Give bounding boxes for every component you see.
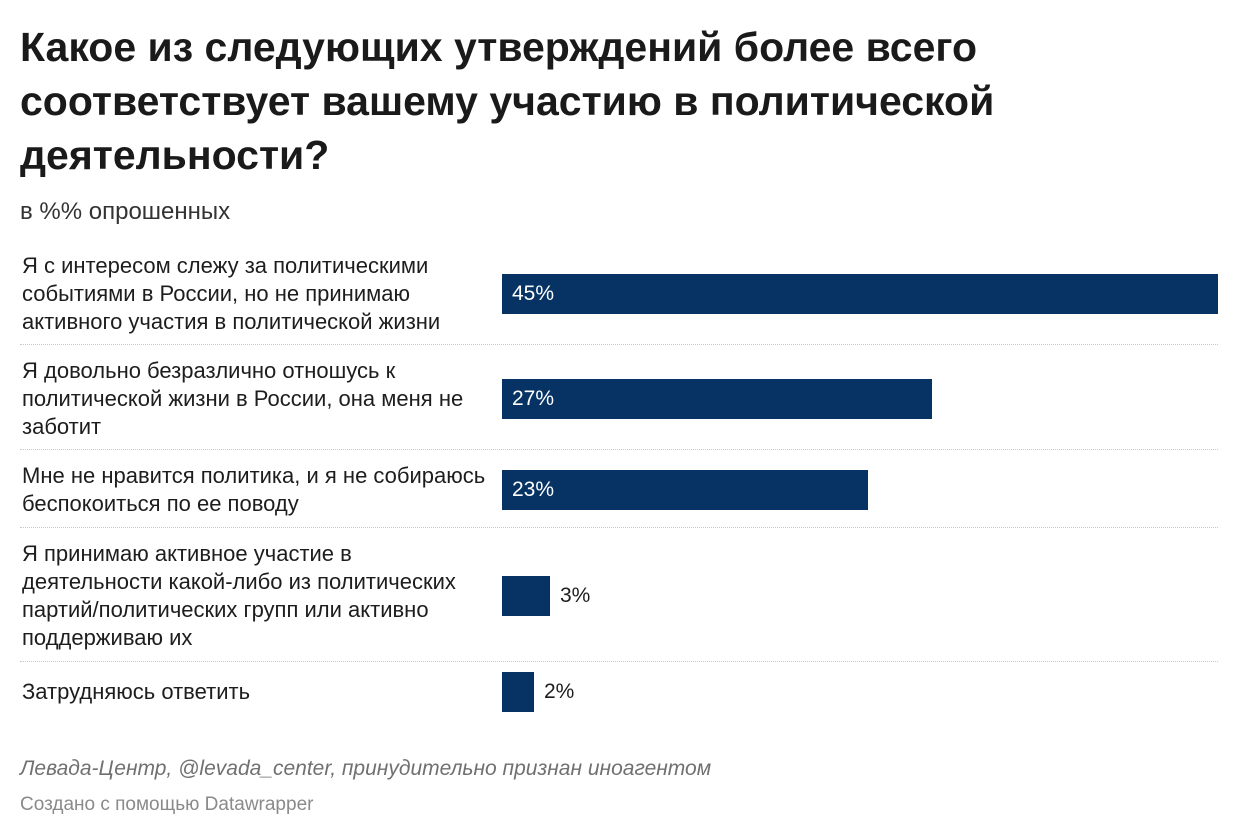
row-divider: [20, 661, 1218, 662]
chart-row: Я довольно безразлично отношусь к полити…: [20, 345, 1218, 450]
category-label: Я довольно безразлично отношусь к полити…: [22, 358, 464, 439]
bar: [502, 470, 868, 510]
value-label: 3%: [560, 584, 591, 607]
bar: [502, 576, 550, 616]
row-divider: [20, 449, 1218, 450]
category-label: Мне не нравится политика, и я не собираю…: [22, 463, 486, 516]
bar: [502, 274, 1218, 314]
chart-row: Затрудняюсь ответить 2%: [20, 662, 1218, 720]
bar-chart: Я с интересом слежу за политическими соб…: [20, 240, 1218, 720]
category-label: Я принимаю активное участие в деятельнос…: [22, 541, 456, 650]
value-label: 27%: [512, 387, 555, 410]
bar: [502, 672, 534, 712]
value-label: 23%: [512, 478, 555, 501]
row-divider: [20, 344, 1218, 345]
bar-track: 23%: [502, 470, 1218, 510]
category-label: Затрудняюсь ответить: [22, 679, 251, 704]
bar-track: 2%: [502, 672, 1218, 712]
value-label: 45%: [512, 282, 555, 305]
chart-row: Мне не нравится политика, и я не собираю…: [20, 450, 1218, 528]
value-label: 2%: [544, 680, 575, 703]
chart-subtitle: в %% опрошенных: [20, 198, 231, 225]
bar: [502, 379, 932, 419]
chart-title: Какое из следующих утверждений более все…: [20, 24, 995, 178]
row-divider: [20, 527, 1218, 528]
bar-track: 27%: [502, 379, 1218, 419]
category-label: Я с интересом слежу за политическими соб…: [22, 253, 441, 334]
source-note: Левада-Центр, @levada_center, принудител…: [20, 757, 712, 780]
chart-row: Я принимаю активное участие в деятельнос…: [20, 528, 1218, 662]
bar-track: 3%: [502, 576, 1218, 616]
bar-track: 45%: [502, 274, 1218, 314]
datawrapper-credit: Создано с помощью Datawrapper: [20, 794, 314, 815]
chart-row: Я с интересом слежу за политическими соб…: [20, 240, 1218, 345]
